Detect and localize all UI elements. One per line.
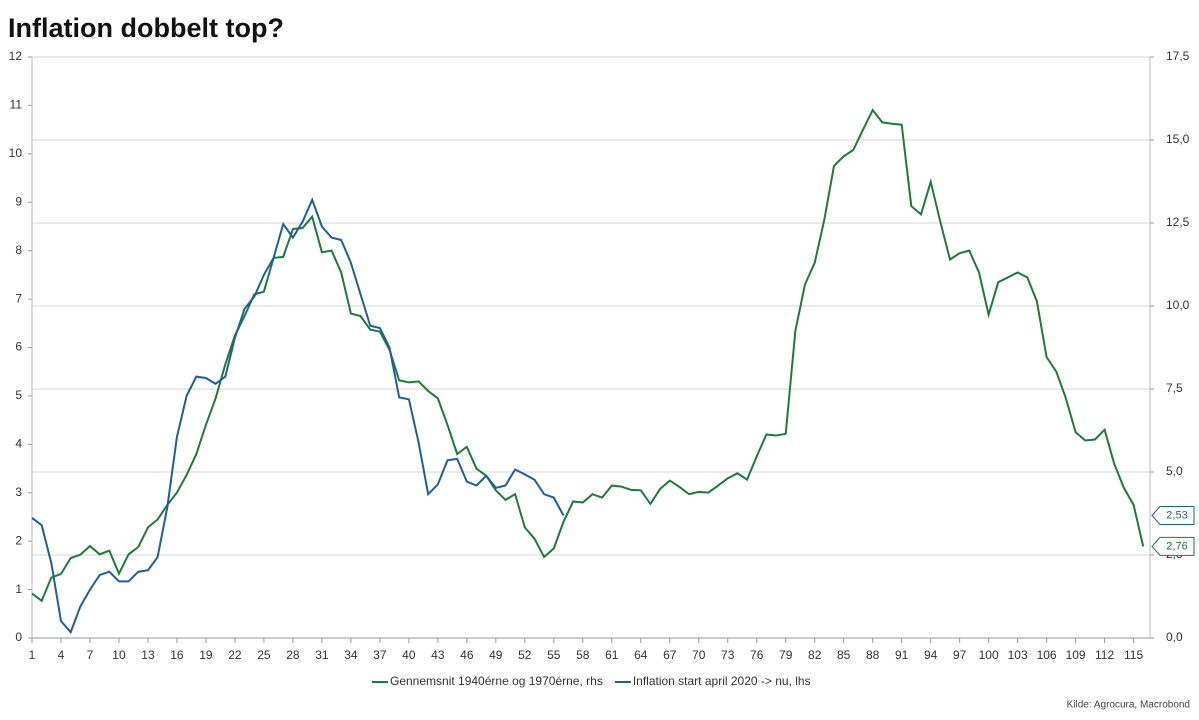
x-tick-label: 58 xyxy=(576,648,590,662)
y2-tick-label: 7,5 xyxy=(1166,381,1183,395)
x-tick-label: 94 xyxy=(924,648,938,662)
x-tick-label: 88 xyxy=(866,648,880,662)
y-tick-label: 3 xyxy=(15,485,22,499)
x-tick-label: 4 xyxy=(58,648,65,662)
y-tick-label: 7 xyxy=(15,291,22,305)
y-tick-label: 10 xyxy=(9,146,23,160)
x-tick-label: 16 xyxy=(170,648,184,662)
x-tick-label: 37 xyxy=(373,648,387,662)
line-series xyxy=(31,197,565,635)
x-tick-label: 112 xyxy=(1095,648,1114,662)
y-tick-label: 12 xyxy=(9,49,23,63)
source: Kilde: Agrocura, Macrobond xyxy=(1067,700,1190,711)
y-tick-label: 5 xyxy=(15,388,22,402)
x-tick-label: 76 xyxy=(750,648,764,662)
end-label-box xyxy=(1151,536,1195,556)
chart-title: Inflation dobbelt top? xyxy=(8,13,284,43)
y-tick-label: 4 xyxy=(15,437,22,451)
y2-tick-label: 15,0 xyxy=(1166,132,1190,146)
x-tick-label: 82 xyxy=(808,648,822,662)
x-tick-label: 22 xyxy=(228,648,242,662)
end-label: 2,76 xyxy=(1166,540,1187,552)
x-tick-label: 1 xyxy=(29,648,36,662)
legend-label: Gennemsnit 1940érne og 1970érne, rhs xyxy=(390,674,603,688)
legend-label: Inflation start april 2020 -> nu, lhs xyxy=(633,674,811,688)
x-tick-label: 106 xyxy=(1037,648,1057,662)
line-series xyxy=(31,108,1145,603)
y2-tick-label: 10,0 xyxy=(1166,298,1190,312)
y-tick-label: 6 xyxy=(15,340,22,354)
x-tick-label: 109 xyxy=(1066,648,1086,662)
x-tick-label: 10 xyxy=(112,648,126,662)
x-tick-label: 28 xyxy=(286,648,300,662)
x-tick-label: 13 xyxy=(141,648,155,662)
x-tick-label: 91 xyxy=(895,648,909,662)
y-tick-label: 2 xyxy=(15,533,22,547)
x-tick-label: 55 xyxy=(547,648,561,662)
x-tick-label: 49 xyxy=(489,648,503,662)
y-tick-label: 8 xyxy=(15,243,22,257)
x-tick-label: 19 xyxy=(199,648,213,662)
x-tick-label: 31 xyxy=(315,648,329,662)
end-label: 2,53 xyxy=(1166,509,1187,521)
x-tick-label: 25 xyxy=(257,648,271,662)
x-tick-label: 67 xyxy=(663,648,677,662)
x-tick-label: 40 xyxy=(402,648,416,662)
x-tick-label: 115 xyxy=(1124,648,1143,662)
y-tick-label: 9 xyxy=(15,194,22,208)
x-tick-label: 43 xyxy=(431,648,445,662)
x-tick-label: 103 xyxy=(1008,648,1028,662)
x-tick-label: 70 xyxy=(692,648,706,662)
y-tick-label: 11 xyxy=(10,98,23,112)
x-tick-label: 97 xyxy=(953,648,967,662)
x-tick-label: 7 xyxy=(87,648,94,662)
y2-tick-label: 5,0 xyxy=(1166,464,1183,478)
y-tick-label: 1 xyxy=(15,582,22,596)
x-tick-label: 79 xyxy=(779,648,793,662)
end-label-box xyxy=(1151,506,1195,526)
y2-tick-label: 17,5 xyxy=(1166,49,1190,63)
y2-tick-label: 12,5 xyxy=(1166,215,1190,229)
y2-tick-label: 0,0 xyxy=(1166,630,1183,644)
x-tick-label: 85 xyxy=(837,648,851,662)
y-tick-label: 0 xyxy=(15,630,22,644)
x-tick-label: 61 xyxy=(605,648,619,662)
x-tick-label: 46 xyxy=(460,648,474,662)
x-tick-label: 52 xyxy=(518,648,532,662)
x-tick-label: 100 xyxy=(979,648,999,662)
x-tick-label: 73 xyxy=(721,648,735,662)
x-tick-label: 64 xyxy=(634,648,648,662)
x-tick-label: 34 xyxy=(344,648,358,662)
